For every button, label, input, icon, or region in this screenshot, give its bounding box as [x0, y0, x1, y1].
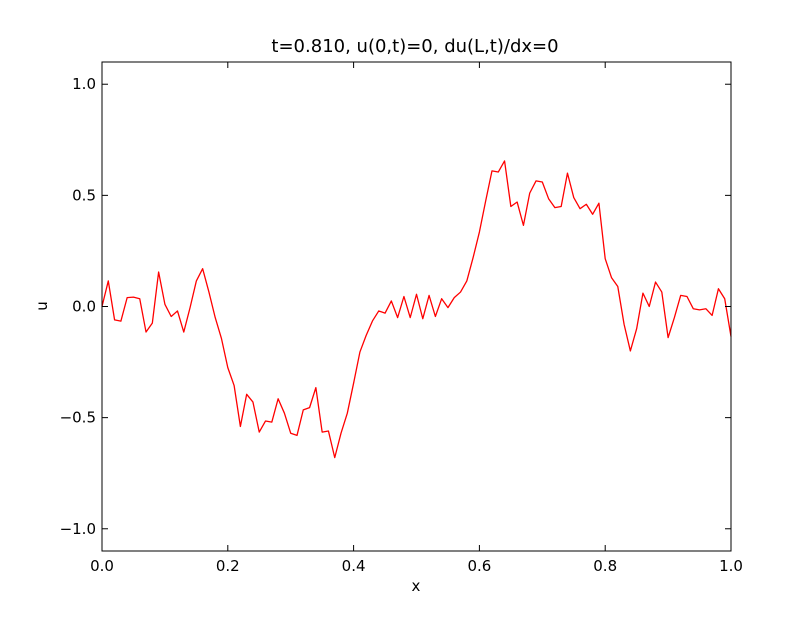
x-tick-label: 0.2 — [216, 557, 240, 575]
x-tick-label: 0.8 — [593, 557, 617, 575]
chart-title: t=0.810, u(0,t)=0, du(L,t)/dx=0 — [271, 36, 558, 57]
x-axis: 0.0 0.2 0.4 0.6 0.8 1.0 — [90, 62, 743, 575]
y-tick-label: 0.5 — [72, 186, 96, 204]
y-axis: −1.0 −0.5 0.0 0.5 1.0 — [60, 75, 731, 538]
x-tick-label: 1.0 — [719, 557, 743, 575]
y-tick-label: −0.5 — [60, 409, 96, 427]
x-tick-label: 0.4 — [342, 557, 366, 575]
y-tick-label: 1.0 — [72, 75, 96, 93]
y-tick-label: −1.0 — [60, 520, 96, 538]
y-axis-label: u — [33, 301, 51, 311]
plot-area — [101, 160, 732, 459]
x-tick-label: 0.0 — [90, 557, 114, 575]
x-axis-label: x — [412, 577, 421, 595]
y-tick-label: 0.0 — [72, 298, 96, 316]
series-line-0 — [101, 160, 732, 459]
x-tick-label: 0.6 — [467, 557, 491, 575]
